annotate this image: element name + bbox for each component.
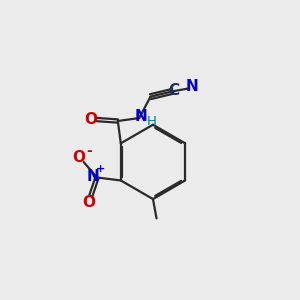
Text: O: O [85, 112, 98, 127]
Text: N: N [134, 109, 147, 124]
Text: -: - [86, 144, 92, 158]
Text: O: O [82, 195, 95, 210]
Text: H: H [147, 115, 157, 128]
Text: +: + [96, 164, 105, 174]
Text: N: N [186, 79, 199, 94]
Text: N: N [87, 169, 100, 184]
Text: O: O [73, 150, 86, 165]
Text: C: C [168, 83, 179, 98]
